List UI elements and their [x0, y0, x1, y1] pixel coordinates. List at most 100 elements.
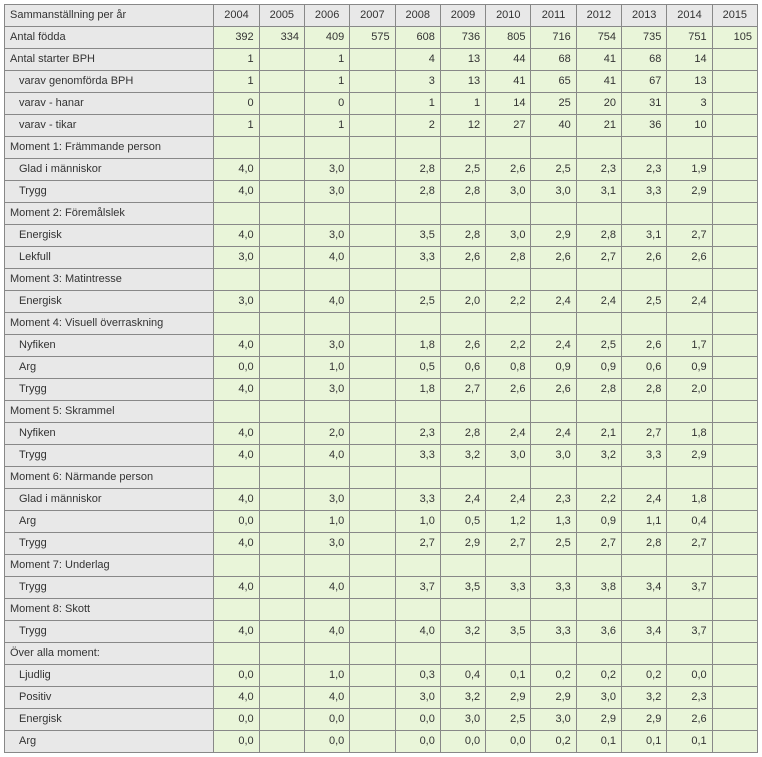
cell-value: 2,6: [531, 379, 576, 401]
table-row: Arg0,01,00,50,60,80,90,90,60,9: [5, 357, 758, 379]
cell-value: 1,8: [395, 335, 440, 357]
cell-value: 3,2: [440, 621, 485, 643]
cell-value: 2,2: [576, 489, 621, 511]
cell-value: [576, 313, 621, 335]
cell-value: 2,6: [531, 247, 576, 269]
cell-value: 44: [486, 49, 531, 71]
cell-value: 12: [440, 115, 485, 137]
cell-value: 2,7: [667, 225, 712, 247]
cell-value: 3: [395, 71, 440, 93]
cell-value: [712, 577, 757, 599]
row-label: varav genomförda BPH: [5, 71, 214, 93]
cell-value: 4,0: [214, 379, 259, 401]
cell-value: [712, 731, 757, 753]
cell-value: 608: [395, 27, 440, 49]
cell-value: [622, 313, 667, 335]
cell-value: 2: [395, 115, 440, 137]
cell-value: 3,3: [486, 577, 531, 599]
cell-value: 2,0: [667, 379, 712, 401]
cell-value: [350, 621, 395, 643]
cell-value: [304, 467, 349, 489]
cell-value: [259, 401, 304, 423]
cell-value: [712, 357, 757, 379]
table-row: Positiv4,04,03,03,22,92,93,03,22,3: [5, 687, 758, 709]
cell-value: [395, 467, 440, 489]
table-row: Energisk0,00,00,03,02,53,02,92,92,6: [5, 709, 758, 731]
cell-value: [214, 555, 259, 577]
cell-value: [350, 489, 395, 511]
cell-value: 3,7: [395, 577, 440, 599]
cell-value: 2,7: [486, 533, 531, 555]
header-year: 2013: [622, 5, 667, 27]
cell-value: [259, 445, 304, 467]
cell-value: 3,3: [395, 489, 440, 511]
cell-value: [667, 401, 712, 423]
table-row: Trygg4,03,02,82,83,03,03,13,32,9: [5, 181, 758, 203]
cell-value: [440, 203, 485, 225]
cell-value: 0,2: [622, 665, 667, 687]
cell-value: [712, 533, 757, 555]
cell-value: 65: [531, 71, 576, 93]
cell-value: 0,0: [395, 731, 440, 753]
cell-value: 4,0: [395, 621, 440, 643]
cell-value: 2,4: [622, 489, 667, 511]
cell-value: 409: [304, 27, 349, 49]
cell-value: 2,6: [486, 379, 531, 401]
cell-value: [350, 709, 395, 731]
cell-value: 735: [622, 27, 667, 49]
cell-value: 1: [304, 49, 349, 71]
table-row: Moment 1: Främmande person: [5, 137, 758, 159]
cell-value: 3,3: [395, 445, 440, 467]
cell-value: 3,0: [486, 445, 531, 467]
cell-value: [350, 93, 395, 115]
header-year: 2008: [395, 5, 440, 27]
row-label: Trygg: [5, 181, 214, 203]
cell-value: [712, 203, 757, 225]
row-label: Moment 7: Underlag: [5, 555, 214, 577]
cell-value: [712, 511, 757, 533]
cell-value: 3,0: [304, 489, 349, 511]
table-row: Antal födda39233440957560873680571675473…: [5, 27, 758, 49]
cell-value: 3,0: [440, 709, 485, 731]
cell-value: [395, 555, 440, 577]
cell-value: [712, 379, 757, 401]
cell-value: 3,7: [667, 621, 712, 643]
cell-value: 2,8: [622, 533, 667, 555]
table-row: Moment 8: Skott: [5, 599, 758, 621]
cell-value: [350, 115, 395, 137]
cell-value: [531, 643, 576, 665]
cell-value: 0,3: [395, 665, 440, 687]
cell-value: [259, 621, 304, 643]
table-row: Ljudlig0,01,00,30,40,10,20,20,20,0: [5, 665, 758, 687]
row-label: Trygg: [5, 379, 214, 401]
cell-value: [259, 93, 304, 115]
cell-value: [486, 555, 531, 577]
cell-value: 2,9: [440, 533, 485, 555]
cell-value: [214, 467, 259, 489]
row-label: Lekfull: [5, 247, 214, 269]
cell-value: [712, 643, 757, 665]
cell-value: 0,0: [395, 709, 440, 731]
cell-value: [304, 269, 349, 291]
cell-value: [259, 467, 304, 489]
header-year: 2009: [440, 5, 485, 27]
cell-value: 3,7: [667, 577, 712, 599]
cell-value: 2,4: [531, 291, 576, 313]
cell-value: 754: [576, 27, 621, 49]
cell-value: [667, 555, 712, 577]
cell-value: 4,0: [304, 445, 349, 467]
row-label: Glad i människor: [5, 159, 214, 181]
cell-value: 2,1: [576, 423, 621, 445]
cell-value: [350, 49, 395, 71]
cell-value: [667, 137, 712, 159]
cell-value: [486, 401, 531, 423]
cell-value: [350, 291, 395, 313]
cell-value: [486, 599, 531, 621]
cell-value: [576, 599, 621, 621]
cell-value: [440, 137, 485, 159]
cell-value: 0,4: [667, 511, 712, 533]
cell-value: [350, 511, 395, 533]
table-row: Arg0,01,01,00,51,21,30,91,10,4: [5, 511, 758, 533]
cell-value: 0,9: [667, 357, 712, 379]
cell-value: 0,0: [667, 665, 712, 687]
